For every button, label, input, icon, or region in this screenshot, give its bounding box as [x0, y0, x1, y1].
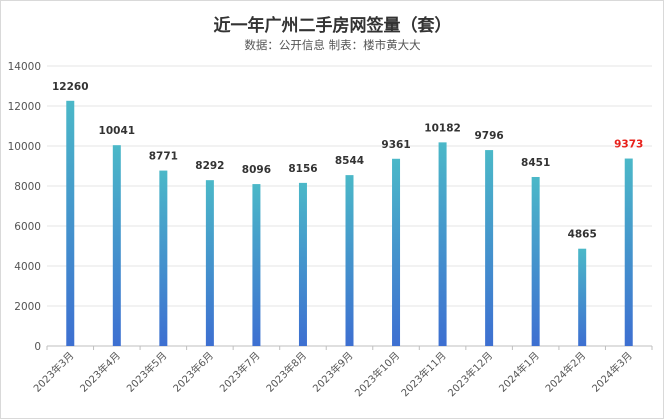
x-tick-label: 2023年3月 — [31, 349, 77, 395]
chart-subtitle: 数据：公开信息 制表：楼市黄大大 — [244, 38, 421, 52]
data-label: 8451 — [521, 157, 550, 169]
bar — [205, 180, 214, 346]
data-label: 10041 — [99, 125, 136, 137]
x-tick-label: 2024年1月 — [496, 349, 542, 395]
y-tick-label: 10000 — [8, 141, 41, 153]
data-label: 10182 — [424, 122, 461, 134]
bar — [66, 100, 75, 346]
bar — [298, 182, 307, 346]
data-label: 9361 — [381, 139, 410, 151]
x-tick-label: 2024年2月 — [542, 349, 588, 395]
bar — [485, 150, 494, 346]
bar — [392, 158, 401, 346]
x-tick-label: 2023年8月 — [263, 349, 309, 395]
bar — [159, 170, 168, 346]
y-tick-label: 8000 — [14, 181, 41, 193]
x-axis-ticks: 2023年3月 2023年4月 2023年5月 2023年6月 2023年7月 2023年… — [31, 346, 653, 399]
bar — [438, 142, 447, 346]
x-tick-label: 2023年11月 — [398, 349, 448, 399]
bar — [531, 176, 540, 346]
y-tick-label: 4000 — [14, 261, 41, 273]
x-tick-label: 2024年3月 — [589, 349, 635, 395]
data-label: 8544 — [335, 155, 364, 167]
data-label: 12260 — [52, 81, 89, 93]
x-tick-label: 2023年4月 — [77, 349, 123, 395]
data-label: 9796 — [474, 130, 503, 142]
y-tick-label: 2000 — [14, 301, 41, 313]
bar — [345, 175, 354, 346]
bars — [66, 100, 633, 346]
y-tick-label: 0 — [34, 341, 41, 353]
bar — [112, 145, 121, 346]
y-tick-label: 14000 — [8, 61, 41, 73]
chart-title: 近一年广州二手房网签量（套） — [213, 16, 452, 36]
bar — [624, 158, 633, 346]
y-axis-ticks: 0 2000 4000 6000 8000 10000 12000 14000 — [8, 61, 41, 353]
data-label: 9373 — [614, 139, 643, 151]
x-tick-label: 2023年10月 — [352, 349, 402, 399]
x-tick-label: 2023年12月 — [445, 349, 495, 399]
x-tick-label: 2023年6月 — [170, 349, 216, 395]
data-label: 8096 — [242, 164, 271, 176]
bar — [578, 248, 587, 346]
x-tick-label: 2023年9月 — [310, 349, 356, 395]
bar — [252, 184, 261, 346]
data-label: 8771 — [149, 151, 178, 163]
data-labels: 12260 10041 8771 8292 8096 8156 8544 9361 10182 9… — [52, 81, 643, 241]
data-label: 4865 — [568, 229, 597, 241]
y-tick-label: 6000 — [14, 221, 41, 233]
x-tick-label: 2023年7月 — [217, 349, 263, 395]
y-tick-label: 12000 — [8, 101, 41, 113]
data-label: 8156 — [288, 163, 317, 175]
x-tick-label: 2023年5月 — [124, 349, 170, 395]
data-label: 8292 — [195, 160, 224, 172]
